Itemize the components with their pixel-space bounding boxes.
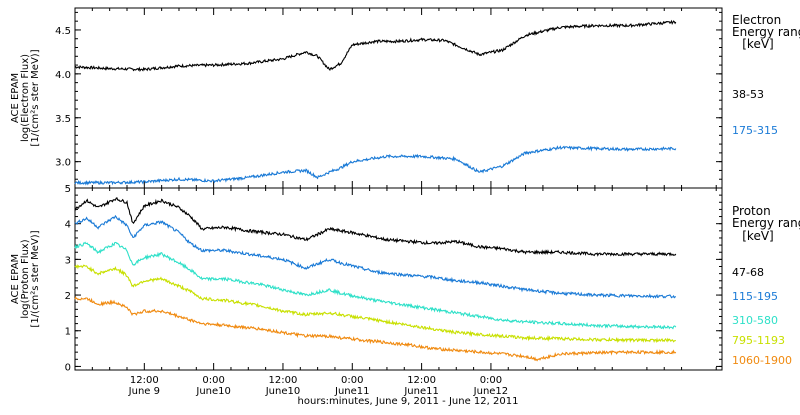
x-tick-date: June12 (473, 386, 509, 397)
series-line-38-53 (74, 19, 677, 72)
legend-entry-175-315: 175-315 (732, 124, 778, 137)
proton-panel: 0 1 2 3 4 5 ACE EPAM log(Proton Flux) [1/(cm²s s… (10, 184, 800, 373)
proton-plot-frame (74, 187, 723, 371)
y-axis-label-line: [1/(cm²s ster MeV)] (30, 49, 41, 146)
electron-panel: 3.0 3.5 4.0 4.5 ACE EPAM log(Electron Flux) [1… (10, 7, 800, 189)
electron-plot-frame (74, 7, 723, 189)
series-line-115-195 (74, 214, 677, 299)
x-tick-time: 0:00 (202, 375, 224, 386)
y-tick-label: 2 (65, 291, 71, 302)
y-tick-label: 3.0 (55, 158, 71, 169)
legend-entry-310-580: 310-580 (732, 314, 778, 327)
legend-title: Proton (732, 204, 771, 218)
y-tick-label: 4.0 (55, 70, 71, 81)
legend-entry-795-1193: 795-1193 (732, 334, 785, 347)
legend-entry-1060-1900: 1060-1900 (732, 354, 792, 367)
legend-entry-47-68: 47-68 (732, 266, 764, 279)
legend-title-2: Energy ranges (732, 25, 800, 39)
x-tick-time: 12:00 (407, 375, 436, 386)
series-line-175-315 (74, 145, 677, 186)
y-tick-label: 3.5 (55, 114, 71, 125)
series-line-795-1193 (74, 264, 677, 344)
legend-unit: [keV] (742, 37, 773, 51)
x-tick-time: 0:00 (341, 375, 363, 386)
x-tick-date: June10 (265, 386, 301, 397)
legend-title: Electron (732, 13, 781, 27)
y-axis-label-line: log(Proton Flux) (20, 239, 31, 318)
y-axis-label-line: log(Electron Flux) (20, 54, 31, 142)
legend-entry-38-53: 38-53 (732, 88, 764, 101)
legend-unit: [keV] (742, 229, 773, 243)
series-line-1060-1900 (74, 295, 677, 362)
x-tick-time: 12:00 (269, 375, 298, 386)
x-tick-date: June10 (195, 386, 231, 397)
y-tick-label: 1 (65, 327, 71, 338)
x-tick-date: June11 (334, 386, 370, 397)
series-line-310-580 (74, 241, 677, 330)
y-tick-label: 4.5 (55, 26, 71, 37)
x-tick-date: June 9 (128, 386, 160, 397)
x-tick-time: 12:00 (130, 375, 159, 386)
x-tick-date: June11 (403, 386, 439, 397)
legend-entry-115-195: 115-195 (732, 290, 778, 303)
y-tick-label: 4 (65, 220, 71, 231)
x-axis-label: hours:minutes, June 9, 2011 - June 12, 2… (298, 396, 519, 407)
y-axis-label-line: [1/(cm²s ster MeV)] (30, 230, 41, 327)
x-tick-time: 0:00 (480, 375, 502, 386)
legend-title-2: Energy ranges (732, 216, 800, 230)
y-axis-label-line: ACE EPAM (10, 254, 21, 304)
y-tick-label: 0 (65, 362, 71, 373)
y-tick-label: 3 (65, 255, 71, 266)
series-line-47-68 (74, 197, 677, 257)
y-axis-label-line: ACE EPAM (10, 73, 21, 123)
y-tick-label: 5 (65, 184, 71, 195)
